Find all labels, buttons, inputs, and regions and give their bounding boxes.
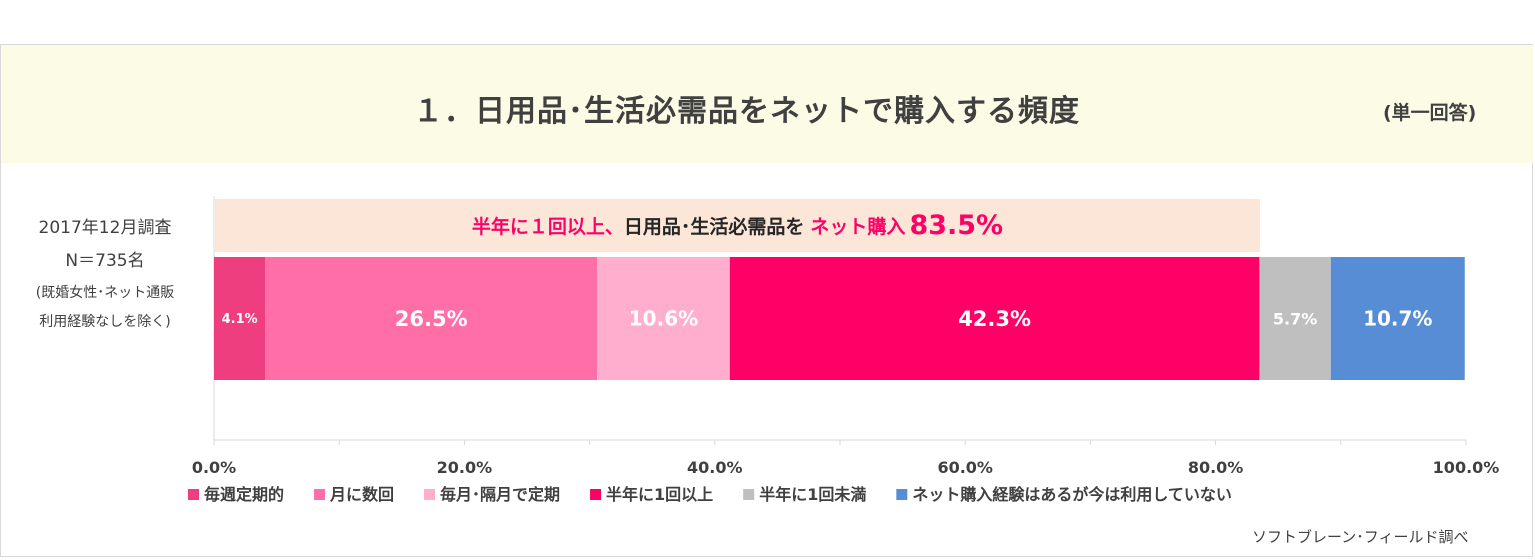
chart-title: １．日用品･生活必需品をネットで購入する頻度	[413, 94, 1080, 129]
x-tick-label: 60.0%	[937, 458, 993, 477]
legend-label-1: 毎週定期的	[204, 485, 284, 504]
legend-label-6: ネット購入経験はあるが今は利用していない	[912, 485, 1232, 504]
x-tick-label: 80.0%	[1188, 458, 1244, 477]
sample-size: N＝735名	[65, 251, 145, 271]
data-label-2: 26.5%	[395, 307, 468, 331]
bar-segment-6	[1330, 257, 1465, 380]
x-tick-label: 0.0%	[192, 458, 236, 477]
bar-segment-1	[214, 257, 266, 380]
legend-label-3: 毎月･隔月で定期	[440, 485, 560, 504]
data-label-1: 4.1%	[222, 312, 258, 327]
sample-note-line1: (既婚女性･ネット通販	[35, 285, 175, 301]
x-tick-label: 40.0%	[687, 458, 743, 477]
summary-percent: 83.5%	[909, 210, 1004, 241]
legend-swatch-3	[424, 489, 436, 500]
summary-part2: 日用品･生活必需品を	[623, 216, 805, 238]
legend-swatch-2	[314, 489, 326, 500]
bar-segment-2	[265, 257, 598, 380]
legend-label-2: 月に数回	[329, 485, 394, 504]
answer-type-label: (単一回答)	[1383, 102, 1477, 124]
summary-part3: ネット購入	[810, 216, 906, 238]
legend-swatch-5	[743, 489, 755, 500]
summary-part1: 半年に１回以上、	[471, 216, 624, 238]
bar-segment-4	[729, 257, 1260, 380]
title-band	[1, 45, 1533, 163]
x-tick-label: 20.0%	[437, 458, 493, 477]
legend-swatch-6	[896, 489, 908, 500]
bar-segment-3	[597, 257, 730, 380]
bar-segment-5	[1259, 257, 1331, 380]
x-tick-label: 100.0%	[1433, 458, 1500, 477]
survey-date: 2017年12月調査	[38, 218, 172, 238]
data-label-4: 42.3%	[958, 307, 1031, 331]
data-label-3: 10.6%	[629, 307, 698, 331]
legend-label-5: 半年に1回未満	[759, 485, 866, 504]
legend-swatch-1	[188, 489, 199, 500]
source-credit: ソフトブレーン･フィールド調べ	[1252, 528, 1469, 546]
legend-swatch-4	[590, 489, 602, 500]
data-label-6: 10.7%	[1363, 307, 1432, 331]
legend-label-4: 半年に1回以上	[606, 485, 713, 504]
data-label-5: 5.7%	[1273, 309, 1317, 328]
sample-note-line2: 利用経験なしを除く)	[39, 314, 171, 330]
summary-callout: 半年に１回以上、 日用品･生活必需品を ネット購入 83.5%	[215, 199, 1260, 252]
summary-band	[215, 199, 1260, 252]
